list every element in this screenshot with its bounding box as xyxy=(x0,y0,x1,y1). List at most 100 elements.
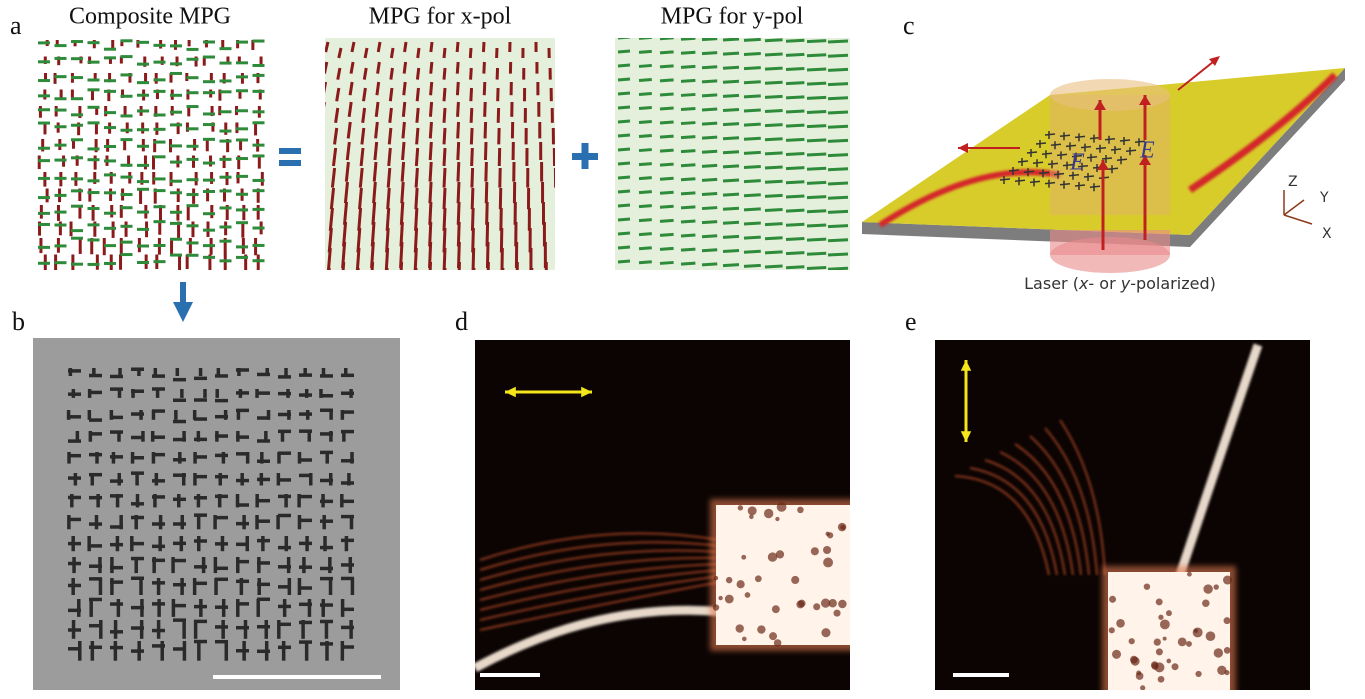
meta-atom xyxy=(744,39,761,40)
meta-atom xyxy=(807,55,826,56)
meta-atom xyxy=(485,102,486,117)
meta-atom xyxy=(418,48,419,58)
meta-atom xyxy=(702,179,717,180)
meta-atom xyxy=(660,234,674,235)
speckle xyxy=(725,595,734,604)
axis-label: Y xyxy=(1319,190,1329,206)
meta-atom xyxy=(765,111,783,112)
panel-label: e xyxy=(905,307,917,336)
meta-atom xyxy=(828,169,848,170)
meta-atom xyxy=(416,188,417,209)
meta-atom xyxy=(660,206,674,207)
meta-atom xyxy=(444,88,445,101)
meta-atom xyxy=(457,62,458,74)
meta-atom xyxy=(417,108,418,123)
meta-atom xyxy=(639,206,652,207)
meta-atom xyxy=(444,108,445,123)
meta-atom xyxy=(786,153,804,154)
meta-atom xyxy=(681,221,695,222)
meta-atom xyxy=(765,252,783,253)
meta-atom xyxy=(660,164,674,165)
meta-atom xyxy=(681,66,695,67)
meta-atom xyxy=(660,220,674,221)
meta-atom xyxy=(444,48,445,58)
meta-atom xyxy=(765,96,783,97)
meta-atom xyxy=(431,82,432,95)
meta-atom xyxy=(345,182,347,203)
meta-atom xyxy=(364,88,366,101)
meta-atom xyxy=(765,209,783,210)
meta-atom xyxy=(639,79,652,80)
speckle xyxy=(748,506,757,515)
meta-atom xyxy=(765,153,783,154)
meta-atom xyxy=(618,247,630,248)
meta-atom xyxy=(744,195,761,196)
meta-atom xyxy=(786,253,804,254)
speckle xyxy=(1129,638,1135,644)
meta-atom xyxy=(786,83,804,84)
meta-atom xyxy=(744,124,761,125)
meta-atom xyxy=(429,262,430,290)
speckle xyxy=(813,603,820,610)
meta-atom xyxy=(320,142,322,160)
meta-atom xyxy=(363,108,365,123)
meta-atom xyxy=(639,108,652,109)
speckle xyxy=(1116,619,1125,628)
speckle xyxy=(834,610,841,617)
meta-atom xyxy=(639,234,652,235)
meta-atom xyxy=(471,88,472,101)
meta-atom xyxy=(807,83,826,84)
speckle xyxy=(738,505,743,510)
speckle xyxy=(764,509,773,518)
hotspot xyxy=(716,505,850,645)
meta-atom xyxy=(786,139,804,140)
meta-atom xyxy=(744,223,761,224)
meta-atom xyxy=(318,162,320,182)
meta-atom xyxy=(744,265,761,266)
meta-atom xyxy=(681,80,695,81)
meta-atom xyxy=(484,82,485,95)
meta-atom xyxy=(618,51,630,52)
meta-atom xyxy=(765,68,783,69)
speckle xyxy=(1144,583,1150,589)
meta-atom xyxy=(702,250,717,251)
meta-atom xyxy=(786,210,804,211)
meta-atom xyxy=(405,42,406,52)
speckle xyxy=(777,502,787,512)
meta-atom xyxy=(458,102,459,117)
meta-atom xyxy=(386,248,388,274)
meta-atom xyxy=(618,177,630,178)
meta-atom xyxy=(702,123,717,124)
meta-atom xyxy=(472,188,473,209)
speckle xyxy=(823,558,833,568)
scale-bar xyxy=(953,673,1009,677)
meta-atom xyxy=(744,209,761,210)
meta-atom xyxy=(702,53,717,54)
meta-atom xyxy=(471,128,472,144)
meta-atom xyxy=(744,166,761,167)
speckle xyxy=(745,592,751,598)
meta-atom xyxy=(416,168,417,188)
meta-atom xyxy=(639,248,652,249)
meta-atom xyxy=(681,137,695,138)
meta-atom xyxy=(681,151,695,152)
meta-atom xyxy=(660,66,674,67)
meta-atom xyxy=(702,109,717,110)
meta-atom xyxy=(362,128,364,144)
meta-atom xyxy=(702,193,717,194)
meta-atom xyxy=(828,98,848,99)
speckle xyxy=(1166,610,1172,616)
meta-atom xyxy=(765,139,783,140)
speckle xyxy=(1178,638,1187,647)
meta-atom xyxy=(403,102,404,117)
plus-bar xyxy=(582,143,589,169)
speckle xyxy=(1112,650,1121,659)
speckle xyxy=(775,517,779,521)
panel-label: b xyxy=(12,307,25,336)
meta-atom xyxy=(639,150,652,151)
meta-atom xyxy=(314,242,316,268)
meta-atom xyxy=(390,88,392,101)
speckle xyxy=(821,628,830,637)
meta-atom xyxy=(807,126,826,127)
meta-atom xyxy=(473,248,474,274)
